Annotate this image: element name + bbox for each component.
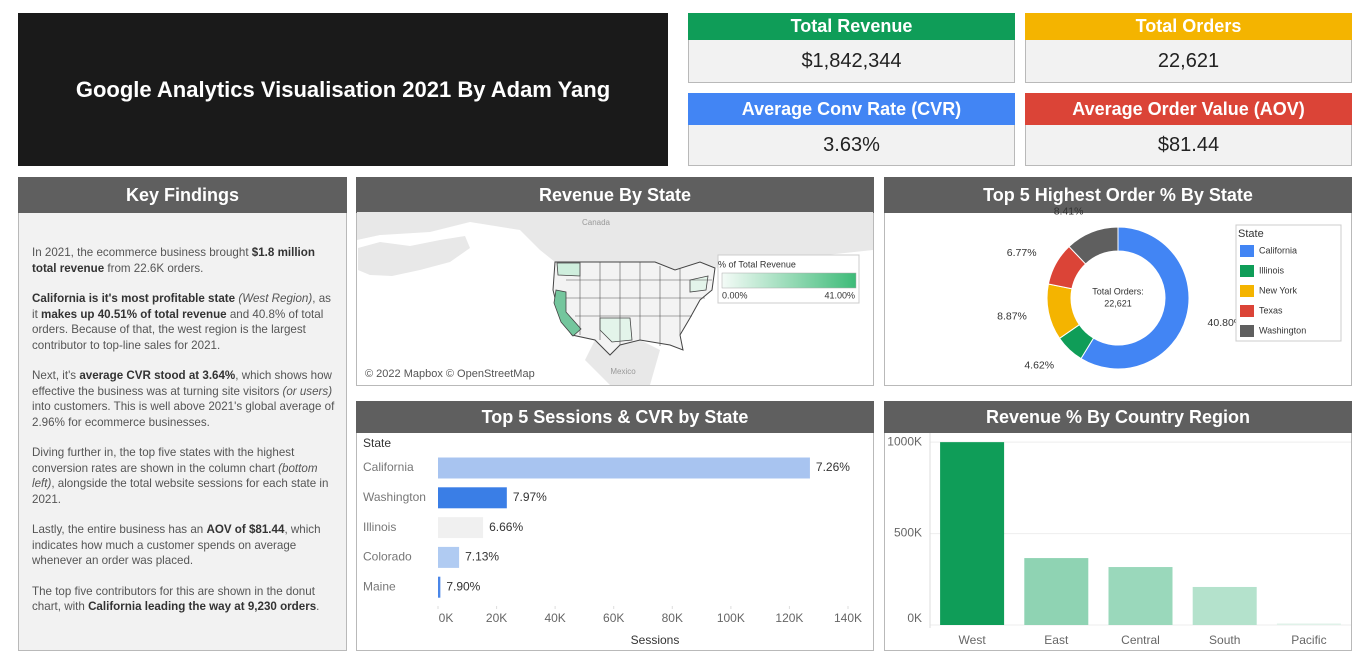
panel-title: Revenue % By Country Region bbox=[884, 401, 1352, 433]
finding-text: $1.8 million total revenue bbox=[32, 246, 315, 275]
finding-text: from 22.6K orders. bbox=[104, 261, 204, 275]
finding-paragraph: The top five contributors for this are s… bbox=[32, 584, 335, 615]
sessions-panel: Top 5 Sessions & CVR by State bbox=[356, 401, 874, 651]
finding-text: Diving further in, the top five states w… bbox=[32, 446, 295, 475]
finding-text: , which indicates how much a customer sp… bbox=[32, 523, 321, 567]
finding-text: California leading the way at 9,230 orde… bbox=[88, 600, 317, 613]
finding-text: average CVR stood at 3.64% bbox=[79, 369, 236, 382]
finding-text: into customers. This is well above 2021'… bbox=[32, 400, 335, 429]
finding-paragraph: Next, it's average CVR stood at 3.64%, w… bbox=[32, 368, 335, 430]
donut-panel: Top 5 Highest Order % By State bbox=[884, 177, 1352, 386]
kpi-card: Total Revenue $1,842,344 bbox=[688, 13, 1015, 83]
findings-text: In 2021, the ecommerce business brought … bbox=[32, 245, 335, 630]
panel-title: Top 5 Highest Order % By State bbox=[884, 177, 1352, 213]
finding-paragraph: Diving further in, the top five states w… bbox=[32, 445, 335, 507]
kpi-value: $81.44 bbox=[1025, 125, 1352, 166]
kpi-value: 3.63% bbox=[688, 125, 1015, 166]
finding-text: Lastly, the entire business has an bbox=[32, 523, 207, 536]
kpi-card: Average Conv Rate (CVR) 3.63% bbox=[688, 93, 1015, 166]
map-panel: Revenue By State bbox=[356, 177, 874, 386]
finding-text: The top five contributors for this are s… bbox=[32, 584, 315, 614]
kpi-card: Total Orders 22,621 bbox=[1025, 13, 1352, 83]
finding-text: makes up 40.51% of total revenue bbox=[41, 307, 227, 321]
kpi-value: $1,842,344 bbox=[688, 40, 1015, 83]
finding-text: Next, it's bbox=[32, 369, 80, 382]
panel-title: Key Findings bbox=[18, 177, 347, 213]
finding-text: (West Region) bbox=[238, 292, 313, 305]
finding-text: , which shows how effective the business… bbox=[32, 369, 332, 398]
panel-title: Revenue By State bbox=[356, 177, 874, 213]
finding-text: California is it's most profitable state bbox=[32, 292, 236, 305]
finding-text: (or users) bbox=[282, 384, 333, 398]
panel-title: Top 5 Sessions & CVR by State bbox=[356, 401, 874, 433]
kpi-value: 22,621 bbox=[1025, 40, 1352, 83]
kpi-label: Average Conv Rate (CVR) bbox=[688, 93, 1015, 125]
kpi-label: Total Orders bbox=[1025, 13, 1352, 40]
region-panel: Revenue % By Country Region bbox=[884, 401, 1352, 651]
finding-text: In 2021, the ecommerce business brought bbox=[32, 246, 252, 259]
finding-text: . bbox=[316, 600, 320, 613]
finding-paragraph: Lastly, the entire business has an AOV o… bbox=[32, 522, 335, 569]
dashboard-title: Google Analytics Visualisation 2021 By A… bbox=[18, 13, 668, 166]
finding-text: , alongside the total website sessions f… bbox=[32, 477, 329, 506]
finding-text: (bottom left) bbox=[32, 461, 318, 491]
finding-text: AOV of $81.44 bbox=[206, 523, 285, 536]
finding-text: , as it bbox=[32, 292, 331, 321]
findings-panel: Key Findings In 2021, the ecommerce busi… bbox=[18, 177, 347, 651]
kpi-label: Average Order Value (AOV) bbox=[1025, 93, 1352, 125]
finding-paragraph: California is it's most profitable state… bbox=[32, 291, 335, 353]
finding-paragraph: In 2021, the ecommerce business brought … bbox=[32, 245, 335, 276]
kpi-card: Average Order Value (AOV) $81.44 bbox=[1025, 93, 1352, 166]
kpi-label: Total Revenue bbox=[688, 13, 1015, 40]
finding-text: and 40.8% of total orders. Because of th… bbox=[32, 307, 324, 352]
